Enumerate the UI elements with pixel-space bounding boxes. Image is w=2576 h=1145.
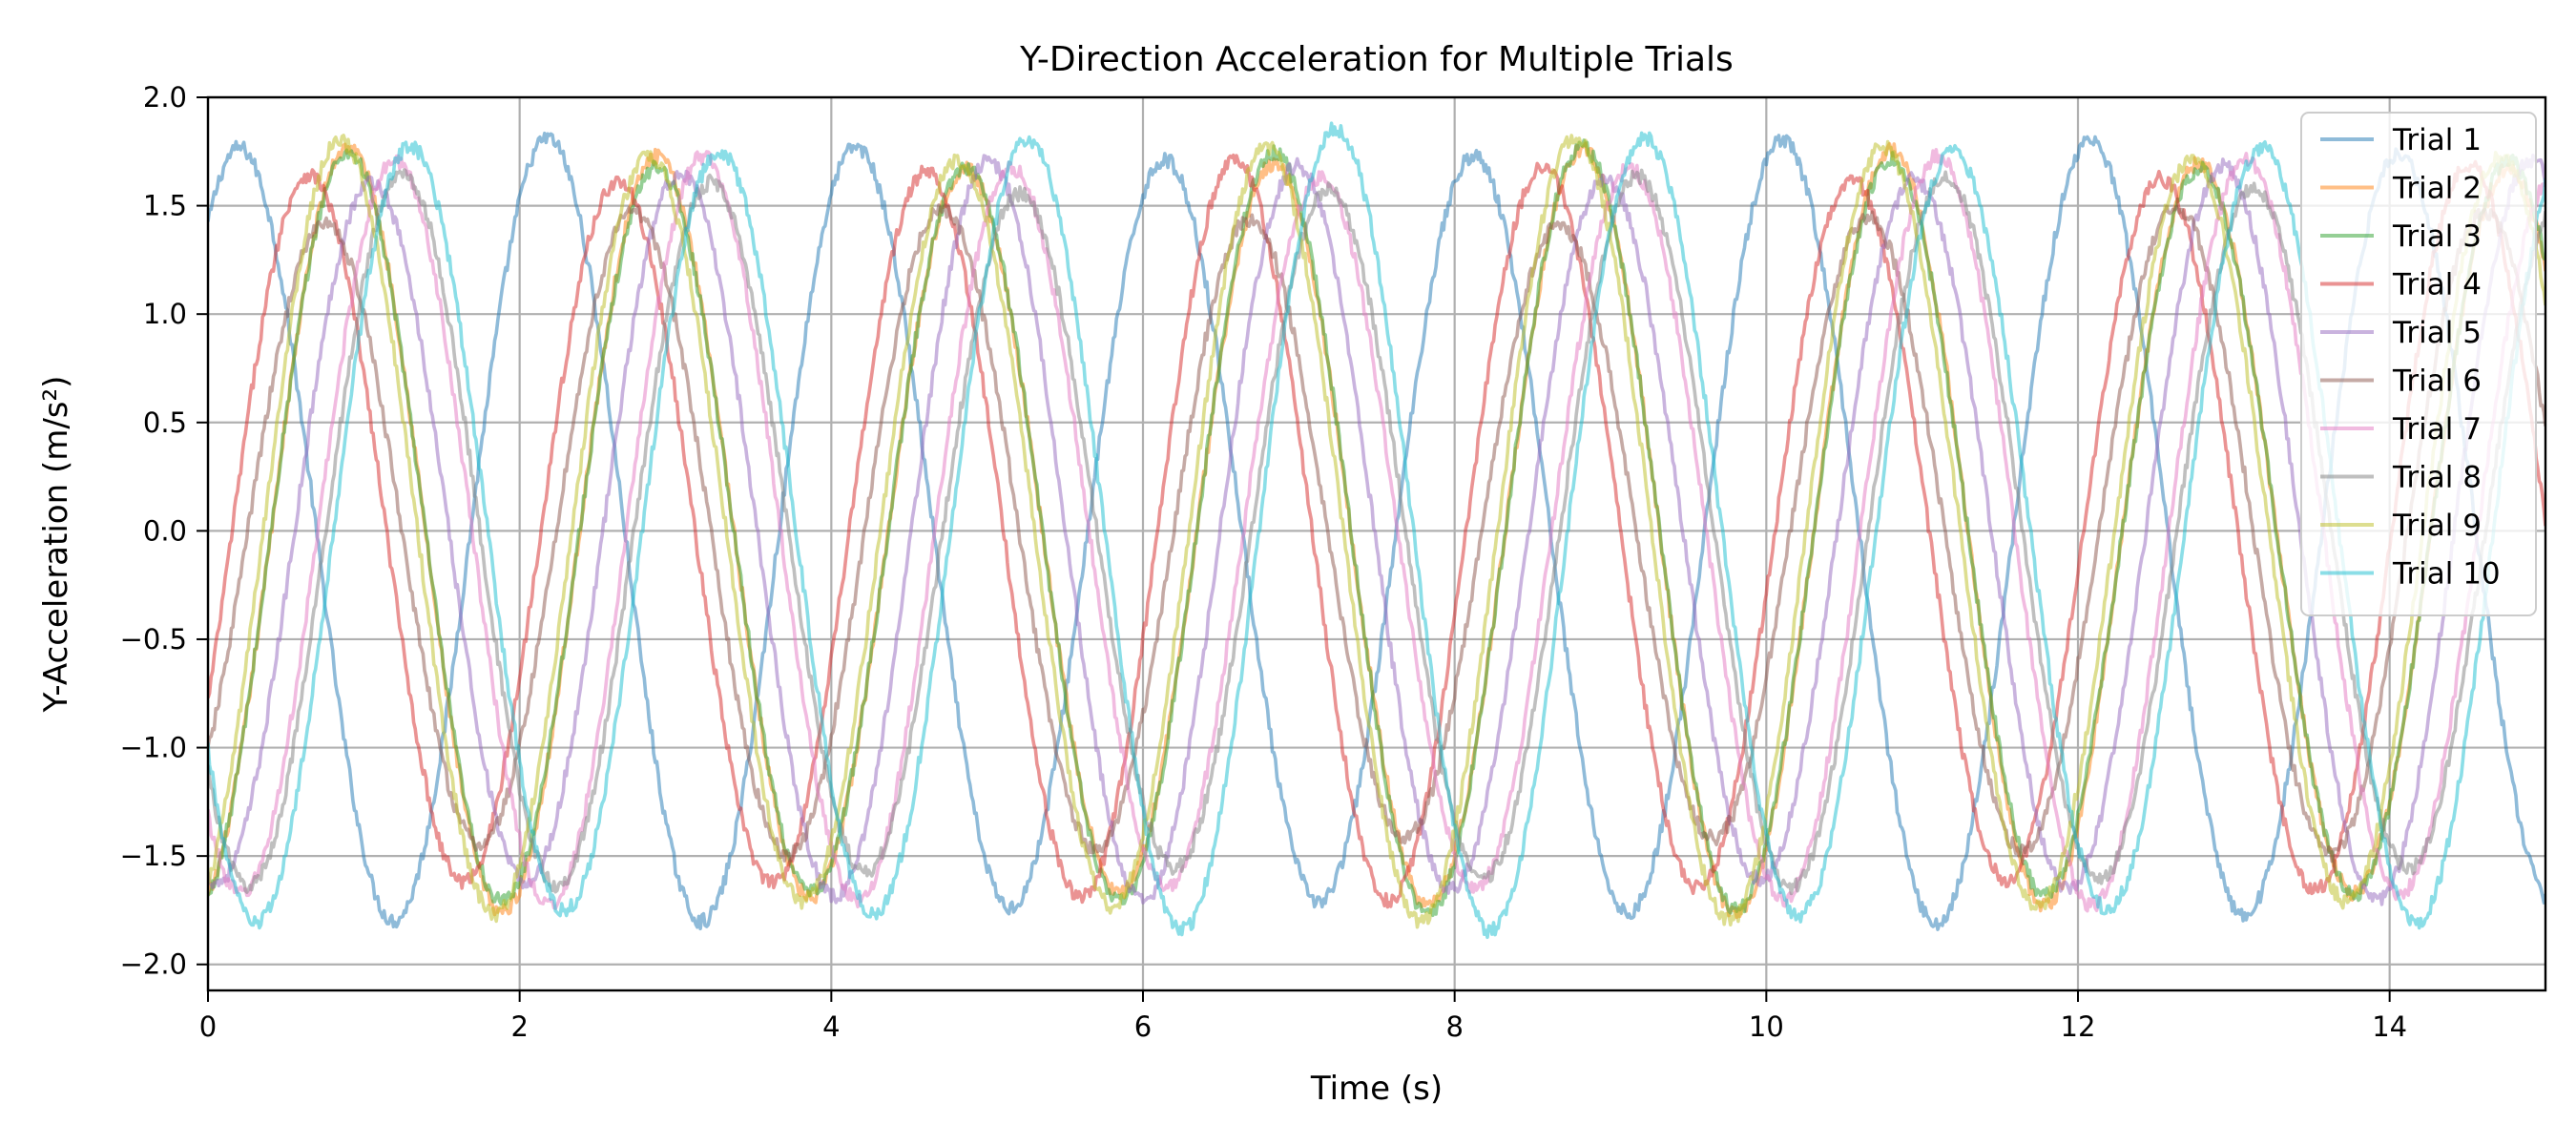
plot-frame [206,95,2547,992]
series-line-trial-3 [208,138,2545,918]
legend-label-trial-5: Trial 5 [2392,316,2482,350]
series-line-trial-8 [208,168,2545,896]
legend-label-trial-9: Trial 9 [2392,509,2482,543]
legend-label-trial-7: Trial 7 [2392,412,2482,447]
legend-label-trial-6: Trial 6 [2392,364,2482,399]
x-tick-label: 14 [2372,1010,2407,1043]
series-line-trial-4 [208,153,2545,909]
y-tick-label: 0.5 [143,406,187,439]
series-line-trial-5 [208,154,2545,906]
series-line-trial-9 [208,134,2545,929]
legend-label-trial-3: Trial 3 [2392,219,2482,254]
y-tick-label: −1.0 [120,732,187,764]
x-tick-label: 8 [1445,1010,1463,1043]
legend-box [2300,112,2537,616]
y-axis-label: Y-Acceleration (m/s²) [37,376,75,714]
y-axis-ticks: −2.0 −1.5 −1.0 −0.5 0.0 0.5 1.0 1.5 2.0 [120,81,208,981]
series-line-trial-10 [208,121,2545,940]
y-tick-label: −2.0 [120,948,187,981]
x-axis-ticks: 0 2 4 6 8 10 12 14 [199,990,2407,1043]
x-tick-label: 2 [510,1010,528,1043]
x-axis-label: Time (s) [1310,1070,1443,1108]
x-tick-label: 4 [822,1010,840,1043]
series-line-trial-7 [208,148,2545,913]
legend-label-trial-1: Trial 1 [2392,123,2482,157]
legend-label-trial-10: Trial 10 [2392,557,2501,592]
y-tick-label: 1.5 [143,190,187,222]
y-tick-label: −1.5 [120,840,187,872]
legend-label-trial-2: Trial 2 [2392,172,2482,206]
y-tick-label: −0.5 [120,623,187,656]
series-layer [208,121,2545,940]
chart-title: Y-Direction Acceleration for Multiple Tr… [1019,40,1734,79]
series-line-trial-1 [208,131,2545,931]
x-tick-label: 6 [1134,1010,1152,1043]
y-tick-label: 2.0 [143,81,187,114]
legend-label-trial-4: Trial 4 [2392,268,2482,302]
y-tick-label: 0.0 [143,514,187,547]
legend-label-trial-8: Trial 8 [2392,461,2482,495]
x-tick-label: 0 [199,1010,217,1043]
y-tick-label: 1.0 [143,298,187,330]
x-tick-label: 12 [2061,1010,2096,1043]
x-tick-label: 10 [1749,1010,1784,1043]
legend: Trial 1 Trial 2 Trial 3 Trial 4 Trial 5 Trial… [2300,112,2537,616]
